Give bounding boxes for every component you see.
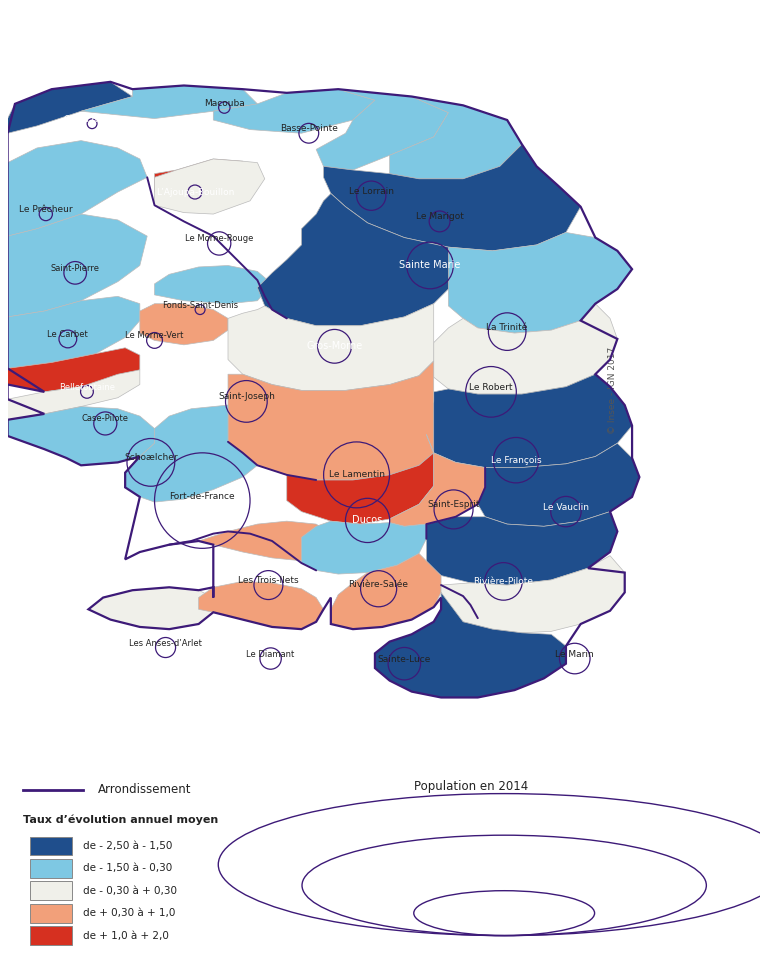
Polygon shape — [125, 405, 258, 502]
Text: de - 2,50 à - 1,50: de - 2,50 à - 1,50 — [83, 841, 173, 851]
Text: de - 0,30 à + 0,30: de - 0,30 à + 0,30 — [83, 886, 177, 896]
Text: de + 1,0 à + 2,0: de + 1,0 à + 2,0 — [83, 930, 169, 941]
Text: Saint-Joseph: Saint-Joseph — [218, 393, 275, 401]
Polygon shape — [316, 89, 448, 170]
Polygon shape — [198, 521, 331, 560]
Text: Macouba: Macouba — [204, 99, 245, 107]
Bar — [30, 836, 71, 855]
Polygon shape — [214, 89, 375, 133]
Bar — [30, 859, 71, 878]
Text: Le Prêcheur: Le Prêcheur — [19, 205, 73, 214]
Polygon shape — [228, 304, 434, 391]
Text: Sainte Marie: Sainte Marie — [399, 261, 461, 270]
Text: Taux d’évolution annuel moyen: Taux d’évolution annuel moyen — [23, 814, 218, 825]
Text: Rivière-Pilote: Rivière-Pilote — [473, 577, 534, 586]
Polygon shape — [426, 512, 617, 585]
Text: Le Morne-Rouge: Le Morne-Rouge — [185, 235, 253, 243]
Polygon shape — [154, 159, 264, 214]
Text: Le Carbet: Le Carbet — [47, 330, 88, 339]
Polygon shape — [448, 233, 632, 333]
Polygon shape — [287, 453, 434, 524]
Polygon shape — [331, 554, 441, 629]
Text: Grand’Rivière: Grand’Rivière — [63, 115, 121, 124]
Text: de + 0,30 à + 1,0: de + 0,30 à + 1,0 — [83, 908, 176, 918]
Polygon shape — [8, 296, 140, 368]
Polygon shape — [8, 81, 132, 133]
Text: Les Trois-Ilets: Les Trois-Ilets — [238, 576, 299, 585]
Polygon shape — [302, 521, 426, 574]
Text: Saint-Esprit: Saint-Esprit — [427, 500, 480, 510]
Polygon shape — [441, 556, 625, 633]
Text: Le Robert: Le Robert — [469, 383, 513, 392]
Text: Fort-de-France: Fort-de-France — [169, 491, 235, 501]
Text: Le Lamentin: Le Lamentin — [328, 470, 385, 479]
Text: Sainte-Luce: Sainte-Luce — [378, 654, 431, 664]
Text: © Insee - IGN 2017: © Insee - IGN 2017 — [608, 347, 617, 434]
Polygon shape — [478, 444, 639, 526]
Polygon shape — [154, 265, 272, 304]
Polygon shape — [8, 214, 147, 317]
Text: Arrondissement: Arrondissement — [98, 784, 192, 796]
Text: Schoælcher: Schoælcher — [124, 453, 178, 463]
Text: Le Vauclin: Le Vauclin — [543, 503, 589, 512]
Polygon shape — [258, 194, 448, 326]
Polygon shape — [8, 406, 154, 466]
Text: Saint-Pierre: Saint-Pierre — [51, 263, 100, 273]
Polygon shape — [228, 361, 434, 480]
Text: La Trinité: La Trinité — [486, 323, 528, 331]
Polygon shape — [198, 582, 324, 629]
Text: Ducos: Ducos — [353, 515, 383, 525]
Polygon shape — [8, 370, 140, 420]
Polygon shape — [8, 141, 147, 236]
Text: Rivière-Salée: Rivière-Salée — [349, 580, 409, 589]
Text: Le Marigot: Le Marigot — [416, 213, 464, 221]
Text: Case-Pilote: Case-Pilote — [82, 415, 128, 423]
Bar — [30, 926, 71, 945]
Text: Population en 2014: Population en 2014 — [414, 780, 528, 792]
Text: Les Anses-d’Arlet: Les Anses-d’Arlet — [129, 639, 202, 648]
Text: Le Marin: Le Marin — [556, 650, 594, 658]
Polygon shape — [324, 145, 581, 251]
Text: Sainte-Anne: Sainte-Anne — [491, 735, 550, 744]
Text: Gros-Morne: Gros-Morne — [306, 341, 363, 352]
Polygon shape — [154, 159, 250, 198]
Text: Le Diamant: Le Diamant — [246, 650, 295, 658]
Polygon shape — [390, 435, 485, 526]
Text: Le Morne-Vert: Le Morne-Vert — [125, 331, 184, 340]
Text: de - 1,50 à - 0,30: de - 1,50 à - 0,30 — [83, 863, 172, 874]
Polygon shape — [81, 85, 258, 119]
Polygon shape — [8, 348, 140, 392]
Polygon shape — [375, 592, 566, 697]
Text: L’Ajoupa-Bouillon: L’Ajoupa-Bouillon — [156, 188, 234, 196]
Polygon shape — [434, 304, 617, 394]
Text: Basse-Pointe: Basse-Pointe — [280, 125, 337, 133]
Bar — [30, 903, 71, 923]
Text: Le François: Le François — [491, 456, 541, 465]
Bar — [30, 881, 71, 901]
Text: Fonds-Saint-Denis: Fonds-Saint-Denis — [162, 301, 238, 309]
Polygon shape — [88, 587, 214, 629]
Polygon shape — [426, 375, 632, 468]
Polygon shape — [390, 97, 522, 179]
Text: Bellefontaine: Bellefontaine — [59, 383, 115, 392]
Polygon shape — [140, 304, 228, 345]
Text: Le Lorrain: Le Lorrain — [349, 187, 394, 195]
